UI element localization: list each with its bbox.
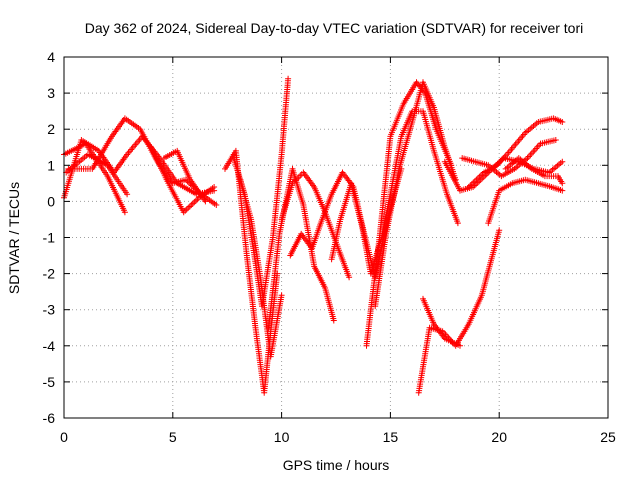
- x-tick-label: 20: [491, 429, 507, 445]
- chart-title: Day 362 of 2024, Sidereal Day-to-day VTE…: [85, 20, 584, 36]
- y-axis-label: SDTVAR / TECUs: [6, 182, 22, 294]
- series-track-19: [459, 137, 559, 180]
- data-markers: [420, 295, 463, 349]
- data-markers: [363, 79, 455, 349]
- data-markers: [222, 147, 281, 396]
- series-track-14: [363, 79, 455, 349]
- y-tick-label: 0: [47, 193, 55, 209]
- data-markers: [502, 155, 566, 187]
- y-tick-label: -4: [43, 338, 56, 354]
- series-track-06: [161, 147, 209, 205]
- data-markers: [459, 137, 559, 180]
- series-track-21: [485, 176, 566, 227]
- y-tick-label: 3: [47, 85, 55, 101]
- y-tick-label: 4: [47, 49, 55, 65]
- y-tick-label: -5: [43, 374, 56, 390]
- x-tick-label: 15: [383, 429, 399, 445]
- y-tick-label: -1: [43, 230, 56, 246]
- x-axis-label: GPS time / hours: [283, 457, 390, 473]
- data-markers: [161, 147, 209, 205]
- series-track-07: [222, 147, 281, 396]
- data-markers: [148, 144, 218, 216]
- x-tick-label: 0: [60, 429, 68, 445]
- data-markers: [237, 176, 285, 360]
- x-tick-label: 10: [274, 429, 290, 445]
- data-markers: [372, 79, 459, 310]
- series-track-09: [237, 176, 285, 360]
- y-tick-label: -2: [43, 266, 56, 282]
- series-track-20: [465, 115, 566, 190]
- grid-layer: [64, 57, 608, 418]
- series-track-05: [148, 144, 218, 216]
- series-track-15: [372, 79, 459, 310]
- series-layer: [61, 75, 566, 396]
- y-tick-label: 1: [47, 157, 55, 173]
- x-tick-label: 5: [169, 429, 177, 445]
- series-track-17: [420, 295, 463, 349]
- tick-layer: -6 -5 -4 -3 -2 -1 0 1 2 3 4 0 5 10 15 20 25: [43, 49, 616, 445]
- x-tick-label: 25: [600, 429, 616, 445]
- series-track-22: [502, 155, 566, 187]
- data-markers: [485, 176, 566, 227]
- y-tick-label: 2: [47, 121, 55, 137]
- data-markers: [465, 115, 566, 190]
- y-tick-label: -6: [43, 410, 56, 426]
- y-tick-label: -3: [43, 302, 56, 318]
